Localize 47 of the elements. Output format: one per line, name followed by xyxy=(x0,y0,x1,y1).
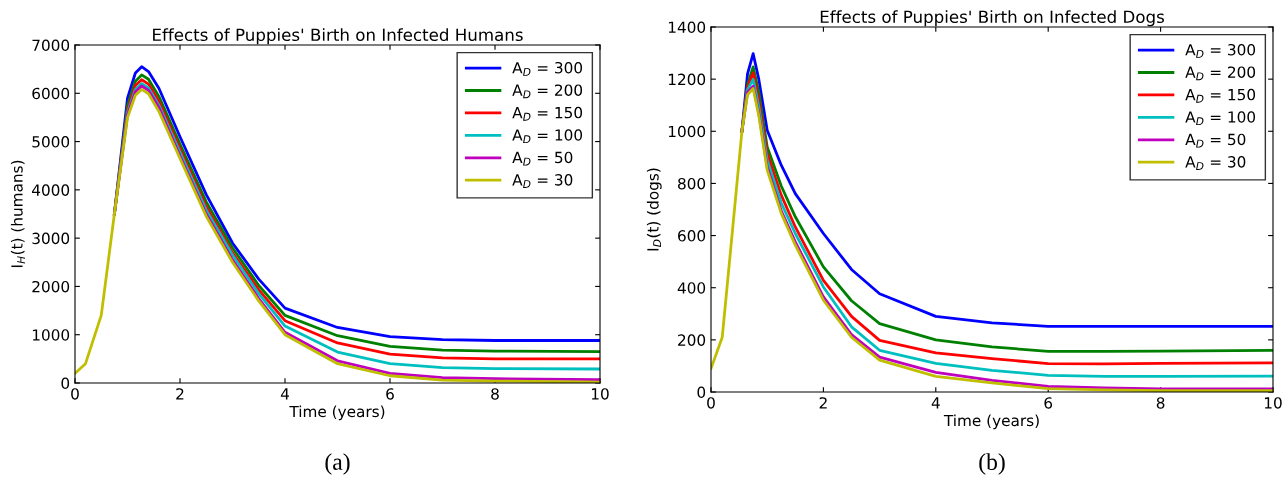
x-tick-label: 8 xyxy=(1156,397,1165,409)
x-tick-label: 4 xyxy=(931,397,940,409)
x-tick-label: 6 xyxy=(1044,397,1053,409)
y-tick-label: 3000 xyxy=(32,232,70,245)
legend-label: A$_{D}$ = 150 xyxy=(1185,88,1256,103)
legend-label: A$_{D}$ = 30 xyxy=(512,174,573,188)
y-tick-label: 1000 xyxy=(32,329,70,341)
legend-label: A$_{D}$ = 50 xyxy=(1185,133,1246,148)
y-axis-title: I$_{D}$(t) (dogs) xyxy=(646,168,662,251)
x-tick-label: 4 xyxy=(280,388,289,400)
x-axis-title: Time (years) xyxy=(943,414,1039,430)
x-tick-label: 10 xyxy=(591,388,609,400)
y-tick-label: 5000 xyxy=(32,136,70,148)
legend-label: A$_{D}$ = 300 xyxy=(1185,43,1256,58)
y-tick-label: 1400 xyxy=(668,21,706,34)
text: (a) xyxy=(325,453,350,475)
chart-title: Effects of Puppies' Birth on Infected Humans xyxy=(153,28,523,45)
legend-label: A$_{D}$ = 200 xyxy=(512,84,583,99)
legend-label: A$_{D}$ = 30 xyxy=(1185,156,1246,170)
y-tick-label: 2000 xyxy=(32,280,70,293)
y-tick-label: 600 xyxy=(678,230,706,242)
y-tick-label: 800 xyxy=(678,177,706,190)
x-tick-label: 0 xyxy=(71,388,79,400)
x-tick-label: 2 xyxy=(176,388,184,400)
legend-label: A$_{D}$ = 100 xyxy=(1185,111,1256,126)
legend-label: A$_{D}$ = 150 xyxy=(512,106,583,121)
y-tick-label: 1000 xyxy=(668,125,706,138)
x-axis-title: Time (years) xyxy=(289,405,385,421)
y-tick-label: 4000 xyxy=(32,184,70,196)
y-tick-label: 400 xyxy=(677,282,706,294)
x-tick-label: 0 xyxy=(707,397,715,409)
x-tick-label: 10 xyxy=(1264,397,1282,409)
legend-label: A$_{D}$ = 100 xyxy=(512,129,583,144)
y-tick-label: 1200 xyxy=(668,73,706,86)
chart-title: Effects of Puppies' Birth on Infected Dogs xyxy=(820,10,1164,27)
y-tick-label: 7000 xyxy=(32,39,70,52)
x-tick-label: 8 xyxy=(491,388,499,400)
legend-label: A$_{D}$ = 200 xyxy=(1185,66,1256,81)
legend-label: A$_{D}$ = 50 xyxy=(512,151,573,166)
y-tick-label: 0 xyxy=(61,377,70,390)
y-tick-label: 200 xyxy=(678,334,706,346)
y-axis-title: I$_{H}$(t) (humans) xyxy=(10,160,26,268)
x-tick-label: 6 xyxy=(386,388,394,400)
y-tick-label: 6000 xyxy=(32,87,70,100)
x-tick-label: 2 xyxy=(819,397,827,409)
text: (b) xyxy=(979,453,1005,475)
legend-label: A$_{D}$ = 300 xyxy=(512,61,583,76)
